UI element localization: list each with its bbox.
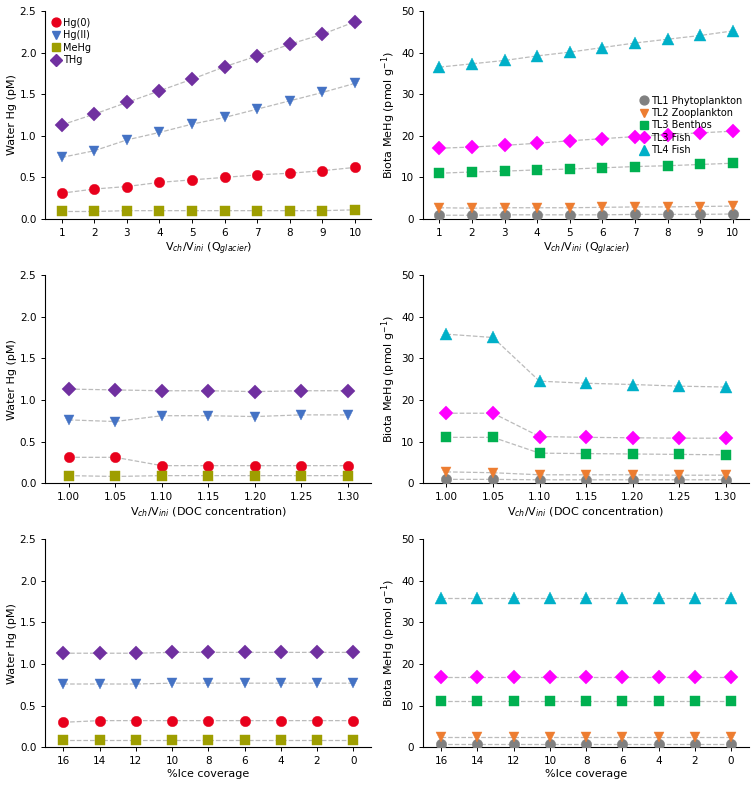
- X-axis label: V$_{ch}$/V$_{ini}$ (DOC concentration): V$_{ch}$/V$_{ini}$ (DOC concentration): [130, 505, 287, 519]
- Y-axis label: Biota MeHg (pmol g$^{-1}$): Biota MeHg (pmol g$^{-1}$): [380, 579, 398, 707]
- X-axis label: V$_{ch}$/V$_{ini}$ (Q$_{glacier}$): V$_{ch}$/V$_{ini}$ (Q$_{glacier}$): [165, 241, 252, 257]
- Y-axis label: Biota MeHg (pmol g$^{-1}$): Biota MeHg (pmol g$^{-1}$): [380, 51, 398, 179]
- Y-axis label: Water Hg (pM): Water Hg (pM): [7, 603, 17, 684]
- X-axis label: %Ice coverage: %Ice coverage: [545, 769, 627, 779]
- Y-axis label: Water Hg (pM): Water Hg (pM): [7, 339, 17, 420]
- Legend: Hg(0), Hg(II), MeHg, THg: Hg(0), Hg(II), MeHg, THg: [50, 16, 93, 67]
- Y-axis label: Biota MeHg (pmol g$^{-1}$): Biota MeHg (pmol g$^{-1}$): [380, 315, 398, 443]
- Legend: TL1 Phytoplankton, TL2 Zooplankton, TL3 Benthos, TL3 Fish, TL4 Fish: TL1 Phytoplankton, TL2 Zooplankton, TL3 …: [638, 94, 744, 157]
- Y-axis label: Water Hg (pM): Water Hg (pM): [7, 75, 17, 156]
- X-axis label: V$_{ch}$/V$_{ini}$ (DOC concentration): V$_{ch}$/V$_{ini}$ (DOC concentration): [507, 505, 665, 519]
- X-axis label: V$_{ch}$/V$_{ini}$ (Q$_{glacier}$): V$_{ch}$/V$_{ini}$ (Q$_{glacier}$): [543, 241, 630, 257]
- X-axis label: %Ice coverage: %Ice coverage: [167, 769, 249, 779]
